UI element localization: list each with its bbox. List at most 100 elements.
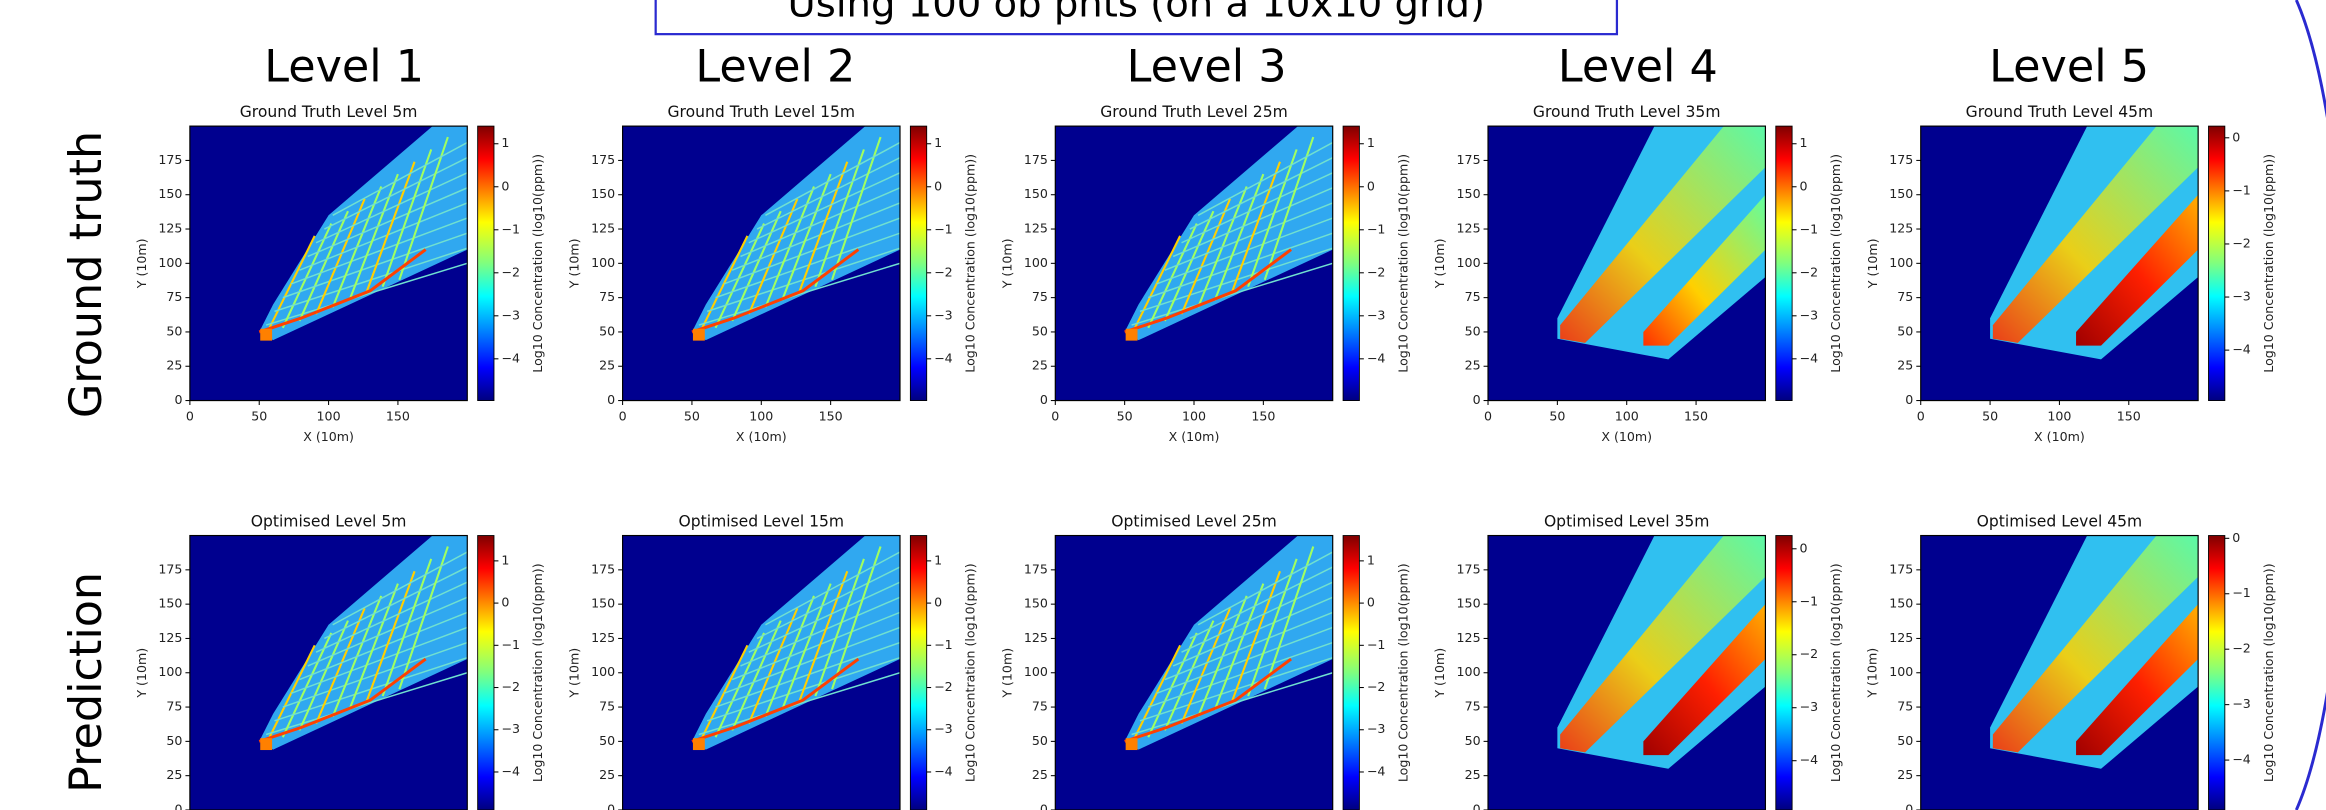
x-tick-label: 0: [1917, 408, 1925, 423]
y-tick-label: 150: [158, 596, 182, 611]
y-tick-label: 0: [174, 801, 182, 810]
street: [1156, 217, 1333, 285]
colorbar-tick-label: 0: [934, 595, 942, 610]
heatmap: [1055, 126, 1333, 401]
colorbar-tick-label: −4: [501, 763, 520, 778]
panel-title: Ground Truth Level 15m: [668, 103, 856, 121]
street: [1213, 583, 1265, 711]
slide-title: Using 100 ob pnts (on a 10x10 grid): [788, 0, 1486, 26]
y-tick-label: 50: [1032, 733, 1048, 748]
y-axis-label: Y (10m): [1432, 238, 1447, 289]
colorbar-tick-label: −1: [934, 221, 953, 236]
y-tick-label: 50: [1465, 733, 1481, 748]
y-tick-label: 50: [599, 733, 615, 748]
y-tick-label: 25: [599, 767, 615, 782]
street: [714, 223, 766, 329]
street: [781, 583, 832, 711]
y-tick-label: 0: [174, 392, 182, 407]
source: [1125, 738, 1138, 751]
x-axis-label: X (10m): [303, 429, 354, 444]
heatmap: [622, 126, 900, 401]
street: [315, 198, 366, 315]
street: [697, 235, 749, 336]
street: [282, 232, 468, 299]
heatmap: [189, 126, 468, 401]
x-tick-label: 100: [2047, 408, 2071, 423]
colorbar-tick-label: 1: [1800, 135, 1808, 150]
x-tick-label: 100: [317, 408, 341, 423]
street: [756, 157, 900, 230]
colorbar-tick-label: 1: [1367, 135, 1375, 150]
street: [731, 611, 900, 681]
plume: [1992, 126, 2199, 343]
y-tick-label: 75: [599, 289, 615, 304]
y-tick-label: 125: [1457, 221, 1481, 236]
street: [324, 157, 468, 230]
colorbar-tick-label: 0: [1367, 595, 1375, 610]
y-tick-label: 75: [166, 699, 182, 714]
colorbar-tick-label: −3: [1367, 721, 1386, 736]
street: [298, 210, 349, 322]
street: [281, 223, 333, 329]
y-tick-label: 175: [1457, 561, 1481, 576]
colorbar-tick-label: −1: [934, 637, 953, 652]
colorbar-tick-label: 1: [934, 552, 942, 567]
y-tick-label: 175: [1889, 561, 1913, 576]
colorbar-label: Log10 Concentration (log10(ppm)): [963, 563, 978, 782]
colorbar-tick-label: −2: [934, 679, 953, 694]
colorbar: [2208, 125, 2226, 401]
y-tick-label: 100: [1889, 255, 1913, 270]
street: [265, 644, 316, 745]
colorbar-label: Log10 Concentration (log10(ppm)): [530, 154, 545, 373]
street: [715, 641, 900, 708]
colorbar-label: Log10 Concentration (log10(ppm)): [1828, 154, 1843, 373]
colorbar-tick-label: −4: [2232, 752, 2251, 767]
street: [740, 596, 900, 667]
hot-street: [258, 657, 427, 743]
colorbar-tick-label: −2: [2232, 235, 2251, 250]
panel-title: Ground Truth Level 25m: [1100, 103, 1288, 121]
y-tick-label: 150: [1457, 596, 1481, 611]
colorbar-tick-label: −3: [1800, 307, 1819, 322]
y-axis-label: Y (10m): [999, 648, 1014, 699]
street: [1181, 581, 1333, 653]
street: [747, 198, 799, 315]
plume: [2076, 604, 2199, 756]
y-tick-label: 175: [591, 152, 615, 167]
y-tick-label: 25: [1897, 767, 1913, 782]
panel: Ground Truth Level 25m025507510012515017…: [999, 103, 1410, 444]
colorbar-tick-label: −2: [1367, 679, 1386, 694]
colorbar-tick-label: 0: [1367, 178, 1375, 193]
y-tick-label: 175: [1889, 152, 1913, 167]
colorbar-tick-label: −4: [934, 350, 953, 365]
street: [1247, 149, 1298, 288]
y-tick-label: 125: [1889, 630, 1913, 645]
street: [265, 262, 468, 326]
x-tick-label: 150: [386, 408, 410, 423]
street: [714, 632, 766, 738]
y-tick-label: 25: [1032, 767, 1048, 782]
heatmap: [189, 535, 468, 810]
colorbar: [2208, 535, 2226, 810]
y-tick-label: 150: [1889, 596, 1913, 611]
colorbar-tick-label: −2: [501, 264, 520, 279]
street: [315, 607, 366, 724]
street: [1172, 187, 1333, 258]
street: [698, 262, 900, 326]
colorbar-tick-label: −3: [2232, 696, 2251, 711]
title-box: [654, 0, 1619, 36]
y-tick-label: 125: [158, 221, 182, 236]
colorbar-tick-label: −1: [1367, 637, 1386, 652]
street: [1156, 626, 1333, 695]
source: [260, 738, 273, 751]
street: [731, 620, 782, 731]
y-tick-label: 100: [1889, 664, 1913, 679]
street: [1131, 262, 1333, 326]
hot-street: [1124, 248, 1292, 334]
column-header: Level 5: [1989, 42, 2149, 93]
street: [756, 566, 900, 640]
y-tick-label: 50: [166, 733, 182, 748]
column-header: Level 1: [264, 42, 424, 93]
panel: Optimised Level 25m 0 25 50 75 100 125 150 175 Y …: [999, 513, 1410, 810]
